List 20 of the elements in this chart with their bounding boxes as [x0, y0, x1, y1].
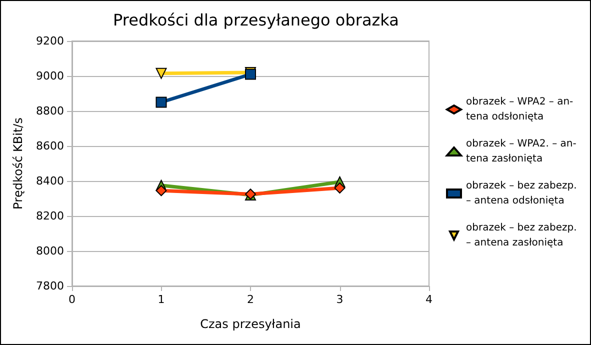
y-tick-label: 8600 [36, 140, 64, 152]
y-tick-label: 8400 [36, 174, 64, 188]
x-tick-label: 2 [247, 293, 254, 306]
y-tick-label: 8000 [36, 244, 64, 258]
y-tick-label: 7800 [36, 280, 64, 292]
legend-label: obrazek – bez zabezp. – antena odsłonięta [466, 180, 577, 206]
legend-label: obrazek – WPA2 – an- tena odsłonięta [466, 96, 574, 122]
x-tick-label: 4 [426, 293, 432, 306]
x-tick-label: 3 [336, 293, 344, 306]
y-tick-label: 9200 [36, 34, 64, 48]
y-tick-label: 9000 [36, 70, 64, 82]
x-tick-label: 0 [68, 293, 76, 306]
x-tick-label: 1 [158, 293, 165, 306]
y-tick-label: 8800 [36, 104, 64, 118]
x-axis-title: Czas przesyłania [200, 317, 301, 331]
y-tick-label: 8200 [36, 210, 64, 222]
y-axis-title: Prędkość KBit/s [11, 118, 25, 210]
legend-label: obrazek – bez zabezp. – antena zasłonięta [466, 222, 577, 248]
legend-label: obrazek – WPA2. – an- tena zasłonięta [466, 138, 577, 164]
chart-title: Predkości dla przesyłanego obrazka [113, 10, 399, 30]
